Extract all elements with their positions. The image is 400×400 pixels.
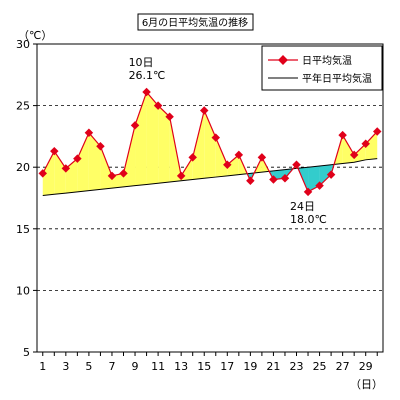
x-tick-label-7: 7: [108, 360, 115, 373]
x-tick-label-13: 13: [174, 360, 188, 373]
data-point-day-21: [269, 175, 278, 184]
series-line-normal: [42, 158, 378, 197]
fill-above-5: [88, 132, 101, 191]
x-tick-label-17: 17: [220, 360, 234, 373]
data-point-day-15: [199, 106, 209, 115]
series-lines: [38, 87, 382, 197]
fill-above-10: [146, 92, 159, 185]
x-tick-label-23: 23: [290, 360, 304, 373]
data-point-day-23: [292, 160, 301, 169]
chart-title-box: [137, 13, 254, 31]
fill-above-29: [365, 131, 378, 160]
data-point-day-7: [107, 171, 117, 181]
data-point-day-26: [326, 170, 336, 179]
y-tick-label-15: 15: [16, 223, 30, 236]
fill-above-9: [135, 92, 147, 186]
plot-frame: [36, 43, 384, 353]
fill-above-28: [354, 143, 366, 163]
x-axis-unit: （日）: [350, 378, 383, 391]
x-tick-label-25: 25: [313, 360, 327, 373]
y-tick-label-30: 30: [16, 38, 30, 51]
x-tick-label-29: 29: [359, 360, 373, 373]
data-point-day-20: [257, 153, 267, 162]
fill-above-11: [158, 105, 170, 184]
fill-above-8: [123, 125, 136, 187]
fill-above-16: [215, 137, 228, 178]
y-tick-label-10: 10: [16, 284, 30, 297]
data-point-day-8: [119, 169, 128, 178]
fill-above-15: [204, 110, 216, 179]
x-tick-label-1: 1: [39, 360, 46, 373]
fill-below-25: [319, 164, 332, 186]
fill-above-27: [342, 135, 355, 164]
legend-label-normal: 平年日平均気温: [302, 72, 372, 85]
x-tick-label-5: 5: [85, 360, 92, 373]
fill-above-1: [42, 151, 55, 196]
data-point-day-5: [84, 128, 94, 137]
data-point-day-4: [73, 154, 82, 163]
data-point-day-25: [315, 181, 324, 190]
x-tick-label-11: 11: [151, 360, 165, 373]
data-point-day-2: [50, 146, 59, 156]
fill-above-14: [192, 110, 205, 180]
annotation-value-10: 26.1℃: [129, 69, 166, 82]
x-tick-label-15: 15: [197, 360, 211, 373]
data-point-day-27: [338, 130, 347, 140]
fill-above-4: [77, 132, 89, 192]
annotation-value-24: 18.0℃: [290, 213, 327, 226]
fill-areas: [42, 92, 378, 196]
legend-label-actual: 日平均気温: [302, 54, 352, 67]
data-point-day-17: [223, 160, 232, 169]
data-point-day-13: [176, 171, 186, 181]
data-point-day-6: [96, 142, 105, 151]
fill-above-2: [54, 151, 66, 195]
x-tick-label-19: 19: [243, 360, 257, 373]
annotation-day-10: 10日: [129, 56, 154, 69]
x-tick-label-27: 27: [336, 360, 350, 373]
data-point-day-11: [153, 101, 163, 110]
x-tick-label-9: 9: [132, 360, 139, 373]
data-point-day-3: [61, 164, 71, 173]
annotation-day-24: 24日: [290, 200, 315, 213]
data-point-day-1: [38, 169, 48, 178]
data-point-day-18: [234, 150, 244, 160]
data-point-day-24: [303, 187, 313, 197]
data-point-day-10: [142, 87, 151, 97]
y-axis-unit: （℃）: [18, 29, 52, 42]
y-tick-label-25: 25: [16, 100, 30, 113]
fill-above-6: [100, 146, 112, 190]
data-point-day-9: [130, 121, 140, 130]
data-point-day-16: [211, 133, 221, 142]
x-tick-label-3: 3: [62, 360, 69, 373]
y-tick-label-5: 5: [23, 346, 30, 359]
y-tick-label-20: 20: [16, 161, 30, 174]
fill-above-17: [227, 154, 239, 176]
x-tick-label-21: 21: [266, 360, 280, 373]
data-point-day-19: [246, 176, 255, 185]
legend-box: [261, 45, 383, 91]
chart-title: 6月の日平均気温の推移: [142, 16, 248, 29]
legend: 日平均気温 平年日平均気温: [261, 45, 383, 91]
data-point-day-28: [349, 150, 359, 160]
